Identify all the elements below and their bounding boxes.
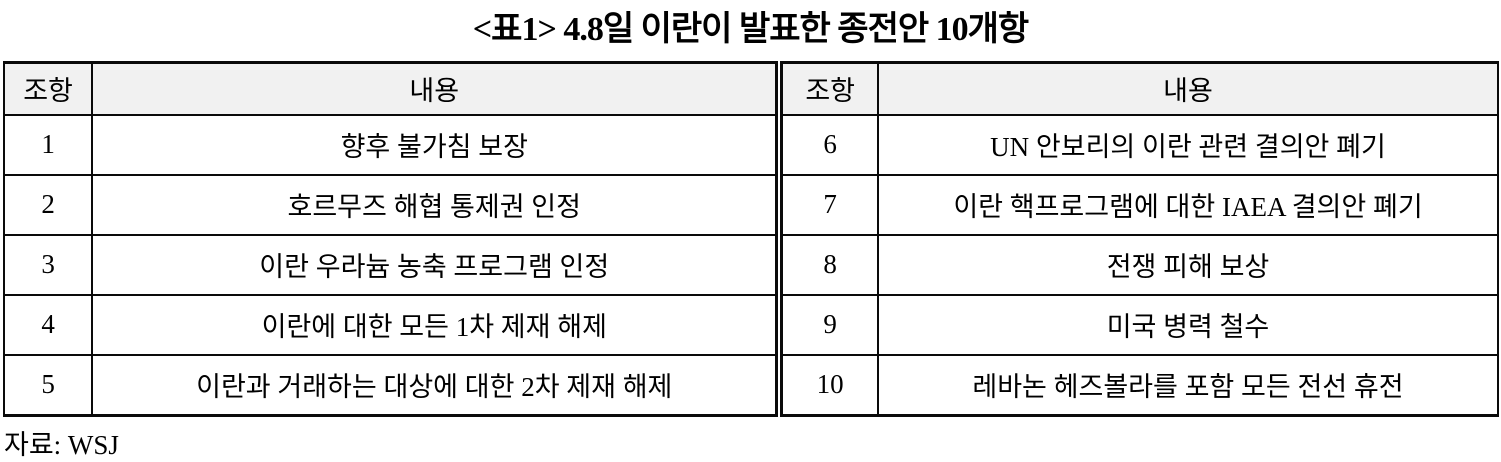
table-row: 1 향후 불가침 보장 6 UN 안보리의 이란 관련 결의안 폐기	[2, 113, 1500, 176]
table-row: 3 이란 우라늄 농축 프로그램 인정 8 전쟁 피해 보상	[2, 233, 1500, 296]
clause-content: 레바논 헤즈볼라를 포함 모든 전선 휴전	[876, 353, 1500, 417]
clause-number: 3	[2, 233, 94, 296]
clause-number: 2	[2, 173, 94, 236]
ceasefire-table: 조항 내용 조항 내용 1 향후 불가침 보장 6 UN 안보리의 이란 관련 …	[2, 60, 1500, 417]
header-content-right: 내용	[876, 60, 1500, 116]
clause-number: 5	[2, 353, 94, 417]
clause-content: 전쟁 피해 보상	[876, 233, 1500, 296]
clause-content: 미국 병력 철수	[876, 293, 1500, 356]
clause-number: 4	[2, 293, 94, 356]
clause-number: 7	[775, 173, 879, 236]
source-note: 자료: WSJ	[4, 429, 119, 460]
table-row: 4 이란에 대한 모든 1차 제재 해제 9 미국 병력 철수	[2, 293, 1500, 356]
clause-content: 이란과 거래하는 대상에 대한 2차 제재 해제	[91, 353, 781, 417]
clause-content: UN 안보리의 이란 관련 결의안 폐기	[876, 113, 1500, 176]
header-content-left: 내용	[91, 60, 781, 116]
clause-content: 이란 우라늄 농축 프로그램 인정	[91, 233, 781, 296]
clause-content: 이란에 대한 모든 1차 제재 해제	[91, 293, 781, 356]
clause-content: 호르무즈 해협 통제권 인정	[91, 173, 781, 236]
header-clause-left: 조항	[2, 60, 94, 116]
table-row: 5 이란과 거래하는 대상에 대한 2차 제재 해제 10 레바논 헤즈볼라를 …	[2, 353, 1500, 417]
clause-number: 1	[2, 113, 94, 176]
table-title: <표1> 4.8일 이란이 발표한 종전안 10개항	[472, 11, 1029, 48]
header-clause-right: 조항	[775, 60, 879, 116]
clause-number: 8	[775, 233, 879, 296]
clause-content: 이란 핵프로그램에 대한 IAEA 결의안 폐기	[876, 173, 1500, 236]
clause-content: 향후 불가침 보장	[91, 113, 781, 176]
table-row: 2 호르무즈 해협 통제권 인정 7 이란 핵프로그램에 대한 IAEA 결의안…	[2, 173, 1500, 236]
clause-number: 6	[775, 113, 879, 176]
clause-number: 10	[775, 353, 879, 417]
clause-number: 9	[775, 293, 879, 356]
table-header-row: 조항 내용 조항 내용	[2, 60, 1500, 116]
